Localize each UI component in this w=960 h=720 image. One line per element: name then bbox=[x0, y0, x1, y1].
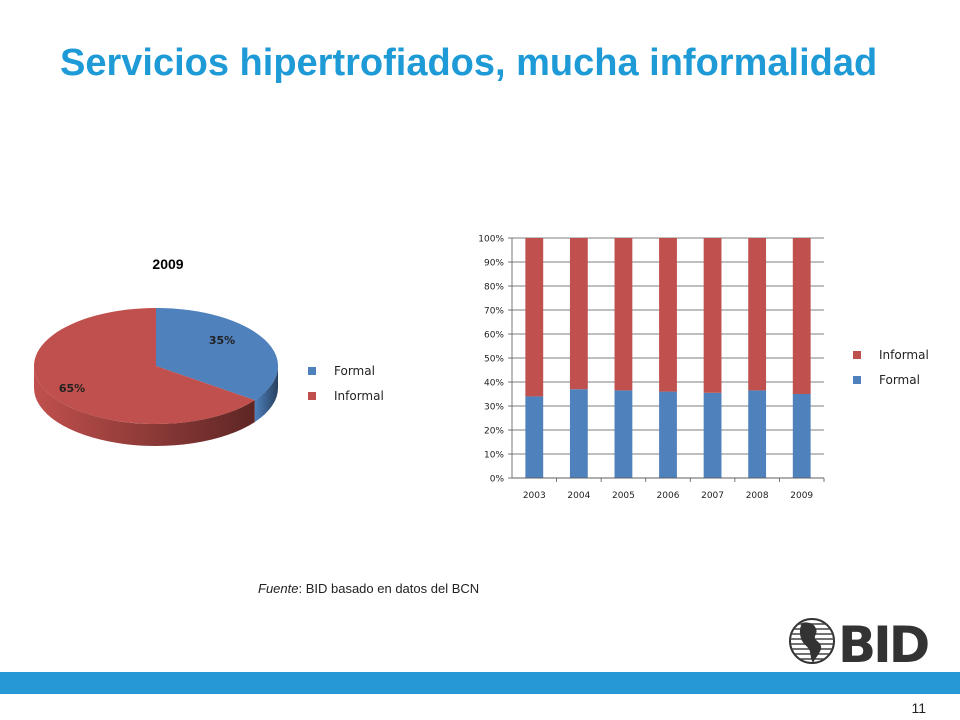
pie-slice-side-formal bbox=[254, 366, 278, 423]
footer-bar bbox=[0, 672, 960, 694]
legend-swatch-formal bbox=[308, 366, 316, 375]
y-tick-label: 20% bbox=[484, 427, 504, 437]
x-tick-label: 2009 bbox=[790, 491, 813, 501]
x-tick-label: 2008 bbox=[746, 491, 769, 501]
bar-informal-2009 bbox=[792, 238, 811, 394]
bar-formal-2005 bbox=[614, 390, 633, 478]
bar-formal-2009 bbox=[792, 394, 811, 478]
bar-informal-2006 bbox=[659, 238, 677, 392]
globe-icon bbox=[789, 618, 835, 664]
x-tick-label: 2003 bbox=[523, 491, 546, 501]
bar-formal-2003 bbox=[525, 396, 544, 478]
pie-slice-informal bbox=[33, 308, 255, 424]
bar-legend-item-informal: Informal bbox=[853, 342, 929, 367]
pie-slice-side-informal bbox=[33, 366, 255, 446]
bid-logo: BID bbox=[789, 616, 931, 674]
x-tick-label: 2007 bbox=[701, 491, 724, 501]
legend-swatch-informal bbox=[308, 391, 316, 400]
bar-legend-label-informal: Informal bbox=[879, 347, 929, 362]
pie-legend-item-informal: Informal bbox=[308, 383, 384, 408]
bar-informal-2007 bbox=[703, 238, 722, 393]
y-tick-label: 60% bbox=[484, 331, 504, 341]
bar-formal-2006 bbox=[659, 391, 677, 478]
y-tick-label: 80% bbox=[484, 283, 504, 293]
y-tick-label: 10% bbox=[484, 451, 504, 461]
bar-legend: Informal Formal bbox=[853, 342, 929, 392]
bar-informal-2005 bbox=[614, 238, 633, 391]
bar-informal-2003 bbox=[525, 238, 544, 397]
source-label: Fuente bbox=[258, 581, 299, 596]
bar-legend-item-formal: Formal bbox=[853, 367, 929, 392]
bar-formal-2007 bbox=[703, 392, 722, 478]
x-tick-label: 2005 bbox=[612, 491, 635, 501]
legend-swatch-formal bbox=[853, 375, 861, 384]
legend-swatch-informal bbox=[853, 350, 861, 359]
bar-formal-2004 bbox=[569, 389, 588, 478]
stacked-bar-chart: 0% 10% 20% 30% 40% 50% 60% 70% 80% 90% 100% 2003 200… bbox=[478, 235, 825, 501]
slide-title: Servicios hipertrofiados, mucha informal… bbox=[60, 42, 878, 84]
y-tick-label: 90% bbox=[484, 259, 504, 269]
logo-text: BID bbox=[838, 616, 928, 674]
y-tick-label: 70% bbox=[484, 307, 504, 317]
bar-informal-2004 bbox=[569, 238, 588, 390]
source-text: : BID basado en datos del BCN bbox=[298, 581, 480, 596]
pie-chart-title: 2009 bbox=[152, 256, 184, 272]
x-tick-label: 2006 bbox=[657, 491, 680, 501]
bar-legend-label-formal: Formal bbox=[879, 372, 920, 387]
bar-formal-2008 bbox=[748, 390, 767, 478]
y-tick-label: 50% bbox=[484, 355, 504, 365]
page-number: 11 bbox=[911, 700, 926, 716]
y-tick-label: 100% bbox=[478, 235, 504, 245]
y-tick-label: 0% bbox=[490, 475, 505, 485]
pie-legend-label-informal: Informal bbox=[334, 388, 384, 403]
pie-legend-label-formal: Formal bbox=[334, 363, 375, 378]
pie-legend-item-formal: Formal bbox=[308, 358, 384, 383]
pie-slice-formal bbox=[156, 308, 278, 401]
x-tick-label: 2004 bbox=[567, 491, 590, 501]
source-note: Fuente: BID basado en datos del BCN bbox=[258, 581, 479, 596]
bar-informal-2008 bbox=[748, 238, 767, 391]
pie-data-label-informal: 65% bbox=[59, 382, 85, 395]
pie-legend: Formal Informal bbox=[308, 358, 384, 408]
y-tick-label: 40% bbox=[484, 379, 504, 389]
pie-chart: 35% 65% bbox=[33, 308, 278, 446]
y-tick-label: 30% bbox=[484, 403, 504, 413]
pie-data-label-formal: 35% bbox=[209, 334, 235, 347]
